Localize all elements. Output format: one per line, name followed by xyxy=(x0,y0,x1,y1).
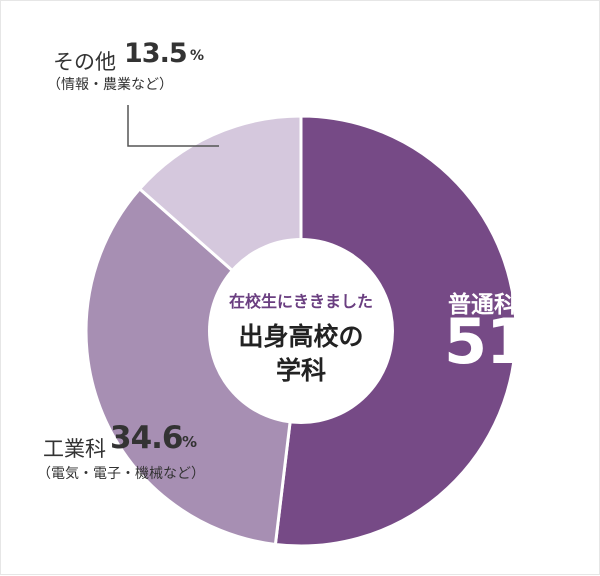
other-course-detail: （情報・農業など） xyxy=(47,77,173,93)
normal-course-value: 51.9 xyxy=(444,305,594,378)
donut-hole xyxy=(208,238,394,424)
slice-industrial-course xyxy=(84,187,303,546)
other-leader-line xyxy=(127,105,219,147)
industrial-course-name: 工業科 xyxy=(43,437,106,461)
other-course-unit: % xyxy=(190,48,205,64)
industrial-course-detail: （電気・電子・機械など） xyxy=(37,466,205,482)
center-title-line1: 出身高校の xyxy=(238,322,364,351)
slice-normal-course xyxy=(273,114,518,548)
other-course-name: その他 xyxy=(53,50,116,74)
industrial-course-unit: % xyxy=(182,433,198,451)
normal-course-name: 普通科 xyxy=(448,292,517,318)
center-title-line2: 学科 xyxy=(275,356,326,385)
industrial-course-value: 34.6 xyxy=(110,420,183,456)
normal-course-unit: % xyxy=(558,349,574,367)
other-course-value: 13.5 xyxy=(124,38,188,69)
center-subtitle: 在校生にききました xyxy=(228,292,373,311)
